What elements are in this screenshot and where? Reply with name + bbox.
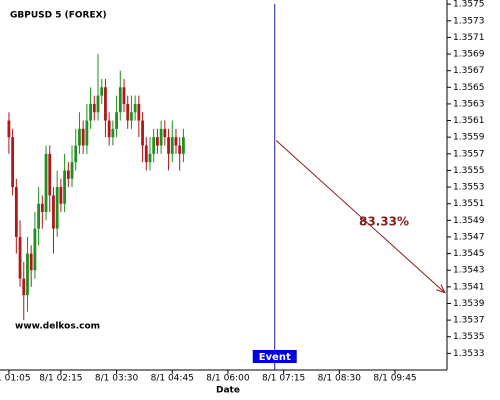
candle-body — [167, 137, 170, 154]
x-tick-label: 8/1 01:05 — [0, 374, 31, 384]
candle-body — [89, 103, 92, 121]
y-tick-label: 1.3553 — [453, 183, 485, 193]
x-tick-label: 8/1 04:45 — [151, 374, 194, 384]
candle-body — [170, 137, 174, 154]
candle-body — [52, 195, 55, 229]
candle-body — [115, 112, 118, 129]
candle-body — [78, 128, 81, 146]
candle-body — [133, 103, 137, 113]
candle-body — [74, 145, 78, 163]
candle-body — [37, 203, 41, 229]
y-tick-label: 1.3561 — [453, 116, 485, 126]
y-tick-label: 1.3545 — [453, 249, 485, 259]
candle-body — [137, 103, 141, 121]
y-tick-label: 1.3559 — [453, 133, 485, 143]
x-tick-label: 8/1 03:30 — [95, 374, 139, 384]
candle-body — [107, 120, 111, 138]
candle-body — [100, 87, 104, 96]
candle-body — [14, 187, 18, 237]
candle-body — [130, 112, 133, 121]
candle-body — [152, 137, 156, 154]
event-label-box — [252, 350, 297, 363]
candle-body — [104, 87, 107, 121]
x-tick-label: 8/1 09:45 — [373, 374, 416, 384]
y-tick-label: 1.3549 — [453, 216, 485, 226]
candle-body — [63, 170, 66, 204]
candle-body — [122, 87, 126, 104]
candle-body — [44, 153, 48, 213]
y-tick-label: 1.3543 — [453, 266, 485, 276]
x-tick-label: 8/1 02:15 — [39, 374, 82, 384]
candle-body — [7, 120, 11, 138]
arrow-label: 83.33% — [359, 215, 409, 229]
x-tick-label: 8/1 06:00 — [206, 374, 250, 384]
chart-title: GBPUSD 5 (FOREX) — [10, 11, 107, 21]
candle-body — [178, 145, 182, 154]
candle-body — [18, 236, 22, 279]
candle-body — [118, 87, 122, 113]
y-tick-label: 1.3569 — [453, 50, 485, 60]
candle-body — [11, 137, 15, 188]
forecast-arrow — [275, 140, 446, 294]
candle-body — [141, 120, 144, 146]
y-tick-label: 1.3563 — [453, 99, 485, 109]
y-tick-label: 1.3555 — [453, 166, 485, 176]
candle-body — [85, 120, 89, 146]
y-tick-label: 1.3551 — [453, 199, 485, 209]
x-tick-label: 8/1 08:30 — [318, 374, 362, 384]
candle-body — [48, 153, 52, 196]
candle-body — [92, 103, 96, 113]
candle-body — [40, 203, 44, 213]
candle-body — [144, 145, 148, 163]
candle-body — [163, 128, 167, 138]
y-tick-label: 1.3557 — [453, 149, 485, 159]
candle-body — [148, 153, 152, 163]
y-tick-label: 1.3575 — [453, 0, 485, 10]
candle-body — [55, 187, 59, 229]
candle-body — [66, 170, 70, 179]
candle-body — [111, 128, 115, 138]
candle-body — [96, 95, 100, 113]
event-label: Event — [259, 352, 291, 363]
x-axis-label: Date — [216, 386, 240, 396]
candle-body — [26, 253, 29, 296]
candle-body — [29, 253, 33, 271]
y-tick-label: 1.3533 — [453, 349, 485, 359]
candle-body — [182, 137, 185, 154]
arrow-head — [436, 284, 446, 294]
y-tick-label: 1.3541 — [453, 282, 485, 292]
x-tick-label: 8/1 07:15 — [262, 374, 305, 384]
candle-body — [33, 228, 37, 271]
candle-body — [156, 137, 159, 146]
candle-body — [174, 137, 178, 146]
candle-body — [70, 162, 74, 179]
watermark: www.delkos.com — [15, 322, 100, 332]
y-tick-label: 1.3537 — [453, 316, 485, 326]
y-tick-label: 1.3573 — [453, 16, 485, 26]
candle-body — [22, 278, 26, 296]
y-tick-label: 1.3535 — [453, 332, 485, 342]
y-tick-label: 1.3571 — [453, 33, 485, 43]
y-tick-label: 1.3565 — [453, 83, 485, 93]
y-tick-label: 1.3539 — [453, 299, 485, 309]
candle-body — [159, 128, 163, 146]
candle-body — [59, 187, 63, 204]
candle-body — [126, 103, 130, 121]
y-tick-label: 1.3567 — [453, 66, 485, 76]
y-tick-label: 1.3547 — [453, 232, 485, 242]
candle-body — [81, 128, 85, 146]
